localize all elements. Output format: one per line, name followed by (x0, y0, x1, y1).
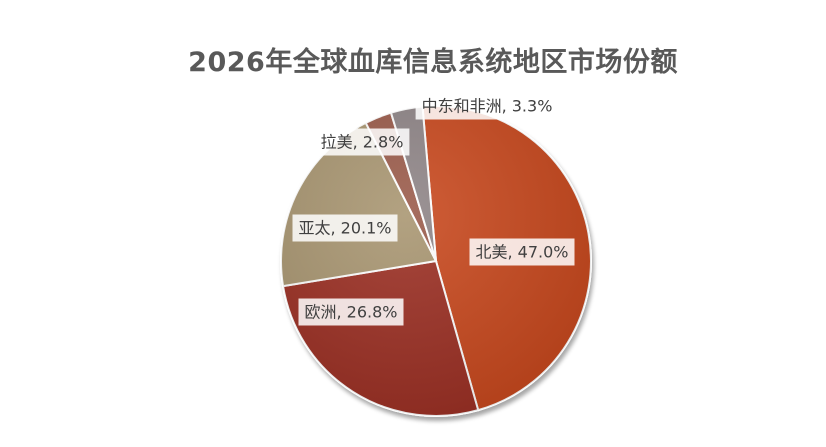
pie-label-1: 北美, 47.0% (469, 238, 575, 266)
pie-label-box (469, 238, 575, 266)
pie-label-text: 北美, 47.0% (475, 243, 568, 262)
pie-label-text: 拉美, 2.8% (321, 133, 404, 152)
pie-label-5: 中东和非洲, 3.3% (415, 92, 559, 120)
pie-label-text: 亚太, 20.1% (298, 219, 391, 238)
pie-label-text: 欧洲, 26.8% (304, 303, 397, 322)
pie-label-3: 亚太, 20.1% (292, 214, 398, 242)
pie-label-4: 拉美, 2.8% (314, 128, 410, 156)
chart-title: 2026年全球血库信息系统地区市场份额 (188, 47, 678, 78)
pie-label-2: 欧洲, 26.8% (298, 298, 404, 326)
pie-labels: 北美, 47.0% 欧洲, 26.8% 亚太, 20.1% 拉美, 2.8% 中东和非洲… (292, 92, 575, 326)
pie-label-box (314, 128, 410, 156)
pie-label-box (298, 298, 404, 326)
pie-label-text: 中东和非洲, 3.3% (422, 97, 553, 116)
pie-label-box (292, 214, 398, 242)
pie-label-box (415, 92, 559, 120)
